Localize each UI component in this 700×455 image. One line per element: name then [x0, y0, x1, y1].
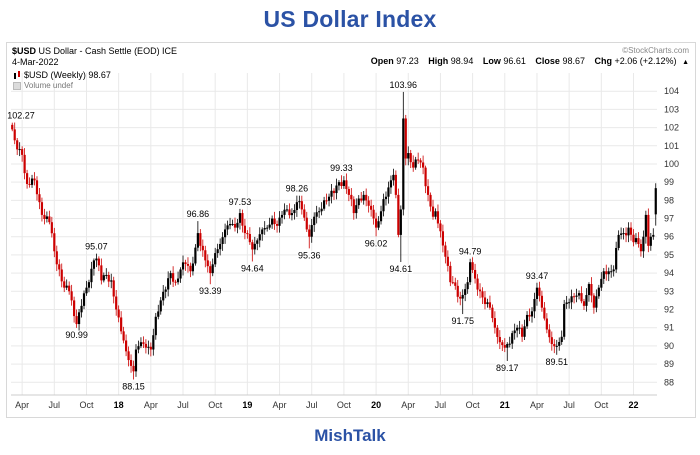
y-axis-labels: 104 103 102 101 100 99 98 97 96 95 94 93 92 91 90 89 88 [664, 86, 679, 387]
svg-text:98: 98 [664, 195, 674, 205]
svg-text:Jul: Jul [177, 400, 189, 410]
chg-label: Chg [594, 56, 612, 66]
x-axis-labels: Apr Jul Oct 18 Apr Jul Oct 19 Apr Jul Oct 20 Apr Jul O… [15, 400, 638, 410]
svg-text:99: 99 [664, 177, 674, 187]
svg-text:103: 103 [664, 104, 679, 114]
open-value: 97.23 [396, 56, 419, 66]
svg-text:93: 93 [664, 286, 674, 296]
svg-text:90.99: 90.99 [65, 330, 88, 340]
svg-text:93.39: 93.39 [199, 286, 222, 296]
close-value: 98.67 [562, 56, 585, 66]
svg-text:Jul: Jul [563, 400, 575, 410]
svg-text:94.64: 94.64 [241, 263, 264, 273]
svg-text:Apr: Apr [144, 400, 158, 410]
source-credit: ©StockCharts.com [622, 46, 689, 55]
price-chart-canvas: 104 103 102 101 100 99 98 97 96 95 94 93 92 91 90 89 88 A… [7, 73, 679, 410]
svg-text:94.61: 94.61 [390, 264, 413, 274]
page-title: US Dollar Index [263, 6, 437, 32]
instrument-description: US Dollar - Cash Settle (EOD) ICE [38, 46, 178, 56]
candles-layer [11, 91, 657, 380]
svg-text:95: 95 [664, 250, 674, 260]
svg-text:98.26: 98.26 [286, 184, 309, 194]
grid-layer [11, 73, 657, 396]
svg-text:95.36: 95.36 [298, 250, 321, 260]
svg-text:92: 92 [664, 304, 674, 314]
svg-text:Jul: Jul [49, 400, 61, 410]
svg-text:97: 97 [664, 214, 674, 224]
low-value: 96.61 [503, 56, 526, 66]
svg-text:99.33: 99.33 [330, 163, 353, 173]
svg-text:89.51: 89.51 [545, 357, 568, 367]
instrument-header: $USD US Dollar - Cash Settle (EOD) ICE [12, 46, 177, 56]
svg-text:22: 22 [628, 400, 638, 410]
high-value: 98.94 [450, 56, 474, 66]
svg-text:Oct: Oct [337, 400, 352, 410]
volume-legend: Volume undef [13, 81, 73, 90]
series-legend-label: $USD (Weekly) 98.67 [24, 70, 111, 80]
svg-text:93.47: 93.47 [526, 271, 549, 281]
low-label: Low [482, 56, 501, 66]
svg-text:91.75: 91.75 [451, 316, 474, 326]
svg-text:Jul: Jul [435, 400, 447, 410]
ohlc-readout: Open 97.23 High 98.94 Low 96.61 Close 98… [371, 56, 689, 66]
svg-text:91: 91 [664, 323, 674, 333]
watermark-mishtalk: MishTalk [314, 426, 386, 445]
volume-legend-label: Volume undef [24, 81, 73, 90]
chart-panel: $USD US Dollar - Cash Settle (EOD) ICE ©… [6, 42, 696, 418]
series-legend: $USD (Weekly) 98.67 [13, 70, 111, 80]
svg-text:96: 96 [664, 232, 674, 242]
svg-text:21: 21 [500, 400, 510, 410]
svg-text:104: 104 [664, 86, 679, 96]
open-label: Open [370, 56, 394, 66]
volume-icon [13, 81, 21, 90]
high-label: High [428, 56, 449, 66]
svg-text:Oct: Oct [594, 400, 609, 410]
quote-date: 4-Mar-2022 [12, 57, 59, 67]
svg-text:Apr: Apr [15, 400, 29, 410]
svg-text:Jul: Jul [306, 400, 318, 410]
svg-text:94.79: 94.79 [459, 247, 482, 257]
svg-text:88: 88 [664, 377, 674, 387]
svg-text:88.15: 88.15 [122, 382, 145, 392]
chg-value: +2.06 (+2.12%) [614, 56, 677, 66]
svg-text:94: 94 [664, 268, 674, 278]
svg-text:103.96: 103.96 [390, 80, 418, 90]
svg-text:Oct: Oct [79, 400, 94, 410]
candlestick-icon [13, 70, 21, 80]
svg-text:96.02: 96.02 [365, 238, 388, 248]
svg-text:101: 101 [664, 141, 679, 151]
svg-text:97.53: 97.53 [229, 197, 252, 207]
svg-text:90: 90 [664, 341, 674, 351]
svg-text:89: 89 [664, 359, 674, 369]
svg-text:Apr: Apr [530, 400, 544, 410]
up-arrow-icon: ▲ [682, 59, 689, 66]
svg-text:18: 18 [114, 400, 124, 410]
svg-text:20: 20 [371, 400, 381, 410]
svg-text:Oct: Oct [466, 400, 481, 410]
svg-text:102: 102 [664, 123, 679, 133]
annotations-layer: 102.27 90.99 95.07 88.15 96.86 93.39 97.53 94.6… [7, 79, 569, 393]
svg-text:100: 100 [664, 159, 679, 169]
svg-text:102.27: 102.27 [7, 111, 35, 121]
close-label: Close [535, 56, 560, 66]
svg-text:89.17: 89.17 [496, 363, 519, 373]
svg-text:Oct: Oct [208, 400, 223, 410]
svg-text:95.07: 95.07 [85, 242, 108, 252]
svg-text:Apr: Apr [401, 400, 415, 410]
svg-text:Apr: Apr [273, 400, 287, 410]
svg-text:96.86: 96.86 [187, 209, 210, 219]
symbol-label: $USD [12, 46, 37, 56]
svg-text:19: 19 [242, 400, 252, 410]
